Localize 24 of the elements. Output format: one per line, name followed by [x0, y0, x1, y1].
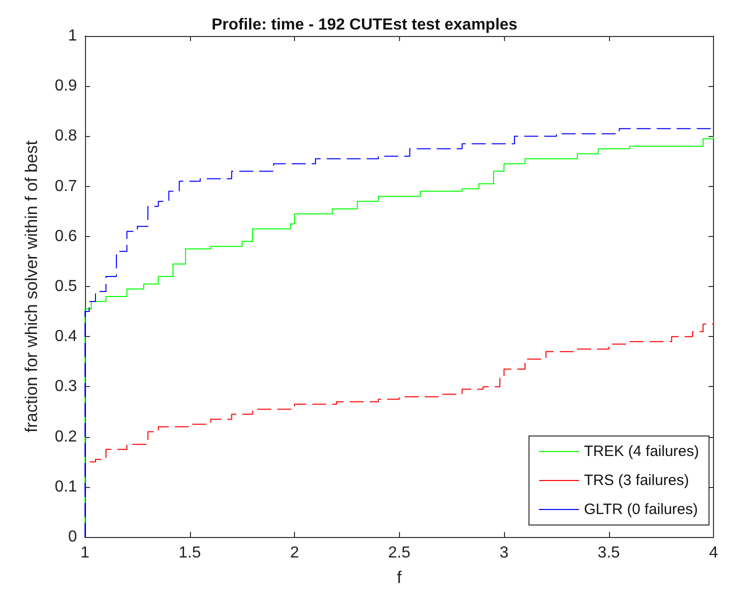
legend-label: TREK (4 failures)	[584, 443, 700, 460]
y-tick-label: 0.8	[54, 128, 78, 145]
y-tick-label: 0.7	[54, 178, 78, 195]
y-tick-label: 0.3	[54, 378, 78, 396]
x-tick-label: 3.5	[598, 544, 620, 562]
y-tick-label: 0.6	[54, 228, 78, 245]
y-tick-label: 0.4	[54, 328, 78, 346]
x-tick-label: 2	[290, 544, 300, 562]
x-tick-label: 4	[709, 544, 718, 562]
x-tick-label: 1	[80, 544, 90, 562]
y-axis-title: fraction for which solver within f of best	[22, 140, 41, 432]
y-tick-label: 0.5	[54, 278, 78, 295]
y-tick-label: 0	[68, 528, 78, 546]
x-tick-label: 2.5	[388, 544, 410, 562]
x-axis-title: f	[396, 568, 402, 587]
y-tick-label: 0.2	[54, 428, 78, 446]
y-tick-label: 0.1	[54, 478, 78, 496]
chart-title: Profile: time - 192 CUTEst test examples	[212, 16, 518, 34]
x-tick-label: 1.5	[178, 544, 201, 562]
legend-label: GLTR (0 failures)	[584, 501, 698, 518]
y-tick-label: 0.9	[54, 78, 78, 95]
x-tick-label: 3	[500, 544, 509, 562]
y-tick-label: 1	[68, 28, 78, 44]
legend-label: TRS (3 failures)	[584, 472, 690, 489]
